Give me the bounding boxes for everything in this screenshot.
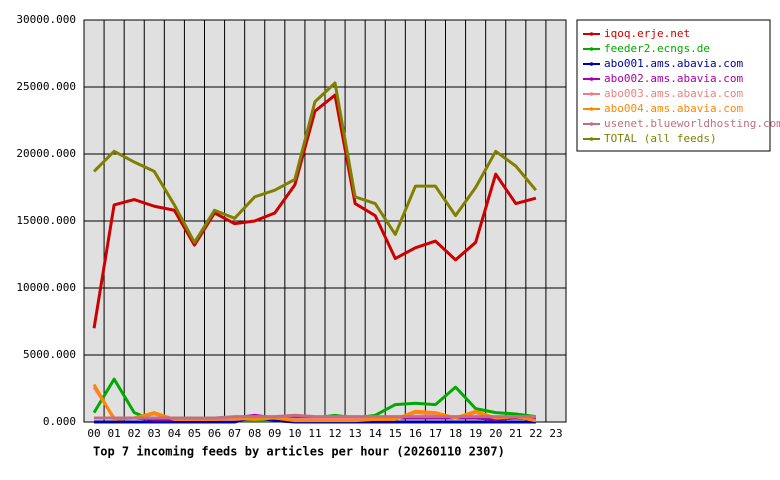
- x-tick-label: 14: [369, 427, 383, 440]
- legend-label: iqoq.erje.net: [604, 27, 690, 40]
- x-tick-label: 18: [449, 427, 462, 440]
- x-tick-label: 17: [429, 427, 442, 440]
- x-tick-label: 01: [108, 427, 121, 440]
- x-tick-label: 19: [469, 427, 482, 440]
- legend-marker: [589, 92, 594, 96]
- x-tick-label: 06: [208, 427, 221, 440]
- legend-label: abo004.ams.abavia.com: [604, 102, 743, 115]
- legend-label: usenet.blueworldhosting.com: [604, 117, 780, 130]
- x-tick-label: 16: [409, 427, 422, 440]
- y-tick-label: 20000.000: [16, 147, 76, 160]
- y-tick-label: 0.000: [43, 415, 76, 428]
- y-tick-label: 10000.000: [16, 281, 76, 294]
- y-tick-label: 15000.000: [16, 214, 76, 227]
- y-tick-label: 5000.000: [23, 348, 76, 361]
- legend-label: TOTAL (all feeds): [604, 132, 717, 145]
- x-tick-label: 03: [148, 427, 161, 440]
- x-tick-label: 04: [168, 427, 182, 440]
- x-tick-label: 21: [509, 427, 522, 440]
- y-tick-label: 25000.000: [16, 80, 76, 93]
- x-tick-label: 08: [248, 427, 261, 440]
- x-tick-label: 13: [349, 427, 362, 440]
- legend-label: abo001.ams.abavia.com: [604, 57, 743, 70]
- x-tick-label: 15: [389, 427, 402, 440]
- legend-label: feeder2.ecngs.de: [604, 42, 710, 55]
- legend-marker: [589, 62, 594, 66]
- x-tick-label: 23: [549, 427, 562, 440]
- legend-marker: [589, 107, 594, 111]
- x-tick-label: 02: [128, 427, 141, 440]
- legend-marker: [589, 47, 594, 51]
- series-line: [92, 93, 537, 329]
- x-tick-label: 00: [87, 427, 100, 440]
- x-tick-label: 09: [268, 427, 281, 440]
- x-tick-label: 11: [308, 427, 321, 440]
- y-tick-label: 30000.000: [16, 13, 76, 26]
- x-tick-label: 07: [228, 427, 241, 440]
- legend-label: abo002.ams.abavia.com: [604, 72, 743, 85]
- legend-marker: [589, 77, 594, 81]
- legend-marker: [589, 32, 594, 36]
- legend-marker: [589, 122, 594, 126]
- legend-marker: [589, 137, 594, 141]
- series-line: [94, 413, 536, 420]
- x-tick-label: 22: [529, 427, 542, 440]
- chart-title: Top 7 incoming feeds by articles per hou…: [93, 445, 505, 459]
- x-tick-label: 05: [188, 427, 201, 440]
- x-tick-label: 10: [288, 427, 301, 440]
- x-tick-label: 20: [489, 427, 502, 440]
- legend: [576, 19, 771, 152]
- legend-label: abo003.ams.abavia.com: [604, 87, 743, 100]
- x-tick-label: 12: [328, 427, 341, 440]
- series-line: [92, 81, 538, 244]
